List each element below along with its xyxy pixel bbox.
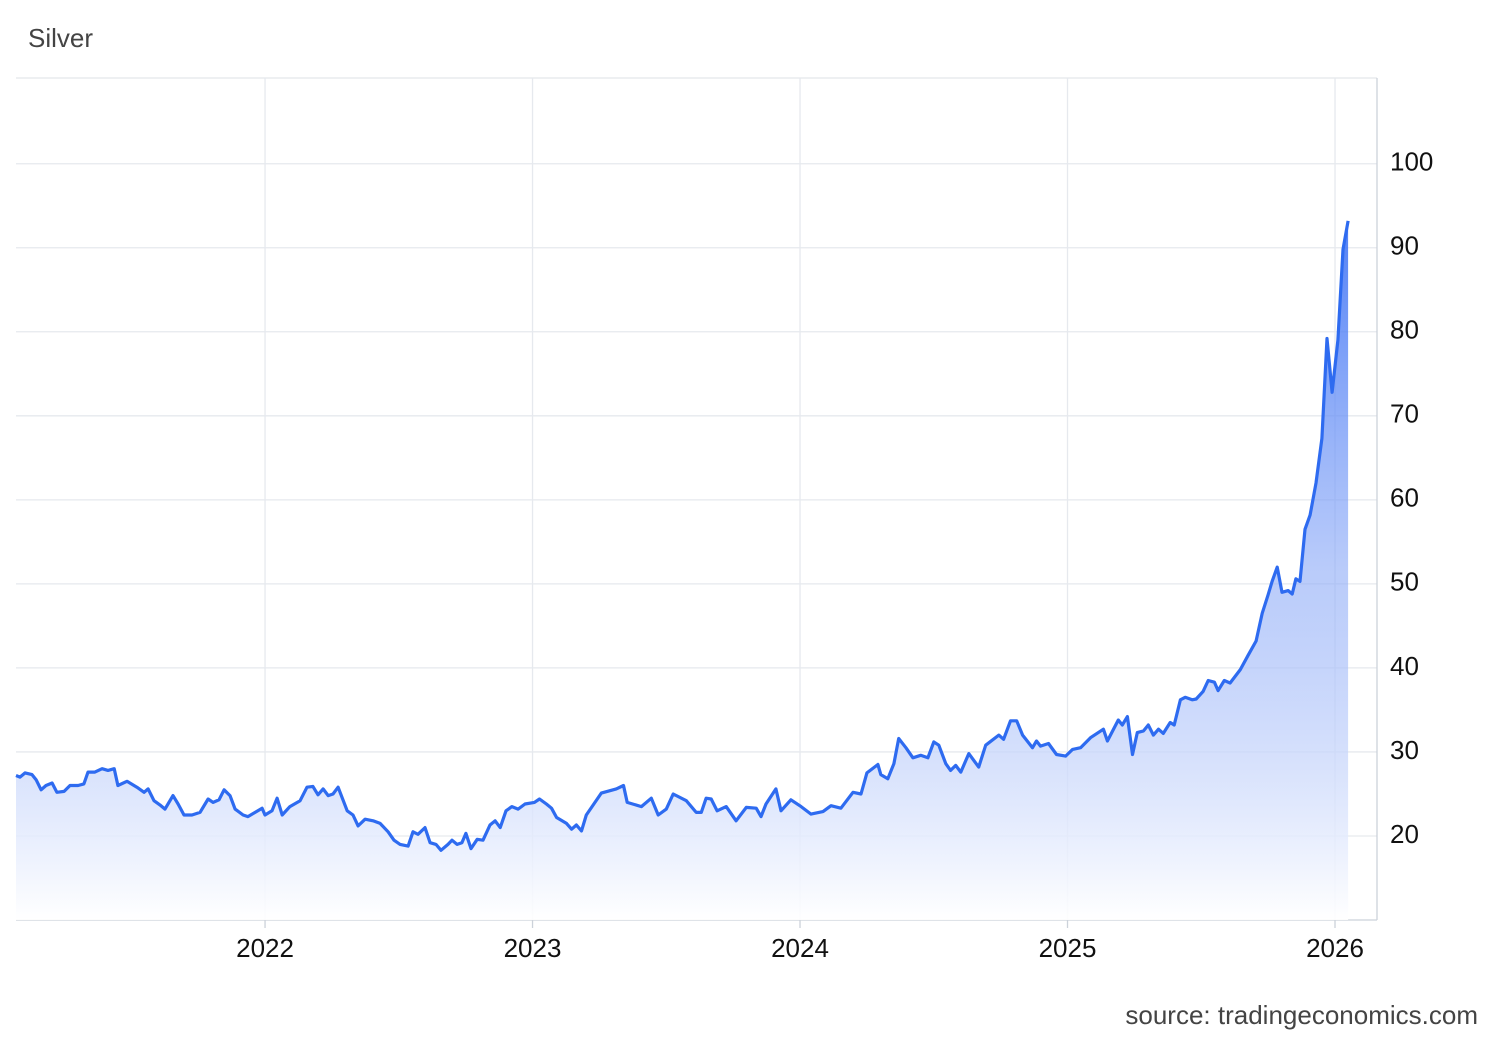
source: source: tradingeconomics.com [1125,1000,1478,1030]
x-tick-label: 2026 [1306,933,1364,963]
y-tick-label: 60 [1390,483,1419,513]
chart-title: Silver [28,23,93,53]
y-tick-label: 30 [1390,735,1419,765]
y-tick-label: 70 [1390,399,1419,429]
y-tick-label: 100 [1390,147,1433,177]
y-tick-label: 90 [1390,231,1419,261]
y-tick-label: 40 [1390,651,1419,681]
x-tick-label: 2022 [236,933,294,963]
line [15,220,1350,852]
x-tick-label: 2024 [771,933,829,963]
y-tick-label: 20 [1390,819,1419,849]
y-tick-label: 50 [1390,567,1419,597]
x-tick-label: 2025 [1039,933,1097,963]
y-tick-label: 80 [1390,315,1419,345]
area [16,220,1349,920]
x-tick-label: 2023 [504,933,562,963]
